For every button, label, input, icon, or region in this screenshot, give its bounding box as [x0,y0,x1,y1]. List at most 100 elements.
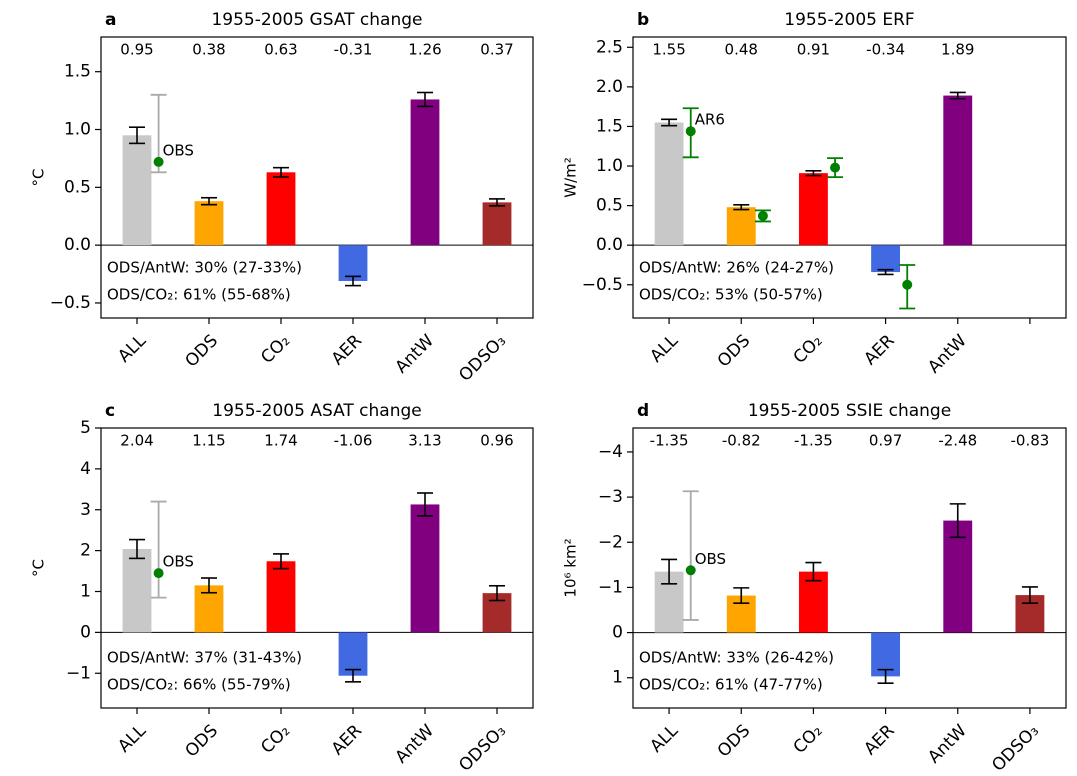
x-tick-label: CO₂ [257,721,294,758]
axes-frame [632,427,1067,709]
bar [410,99,440,246]
bar [482,202,512,246]
annotation: ODS/AntW: 37% (31-43%) [107,649,302,667]
value-label: 0.96 [480,432,513,450]
y-tick-label: 3 [80,500,91,520]
value-label: -2.48 [938,432,977,450]
bar [798,173,828,246]
x-tick-label: ODSO₃ [455,331,510,386]
annotation: ODS/CO₂: 66% (55-79%) [107,676,291,694]
value-label: 1.26 [408,41,441,59]
x-tick-label: ODS [182,331,222,371]
y-tick-label: 0.5 [596,196,623,216]
x-tick-label: AntW [391,331,438,378]
value-label: 1.74 [264,432,297,450]
y-tick-label: 5 [80,418,91,438]
value-label: 0.38 [192,41,225,59]
panel-letter: c [105,401,115,421]
value-label: -0.83 [1011,432,1050,450]
x-tick-label: AER [860,721,898,759]
axes-frame [632,36,1067,319]
chart-title: 1955-2005 ERF [784,10,914,30]
annotation: ODS/AntW: 33% (26-42%) [639,649,834,667]
bar [266,561,296,633]
x-tick-label: ALL [114,331,150,367]
bar [194,201,224,246]
y-tick-label: 1.5 [596,116,623,136]
x-tick-label: AER [328,721,366,759]
y-axis-label: 10⁶ km² [562,538,580,597]
reference-label: OBS [163,553,194,571]
value-label: 1.89 [941,41,974,59]
value-label: 3.13 [408,432,441,450]
bar [726,207,756,246]
y-tick-label: 0.5 [64,177,91,197]
panel-letter: d [637,401,649,421]
bar [122,548,152,633]
x-tick-label: AntW [924,721,971,768]
bar [654,122,684,246]
x-tick-label: AntW [391,721,438,768]
chart-title: 1955-2005 SSIE change [748,401,951,421]
reference-point [685,565,696,576]
y-tick-label: 1.5 [64,62,91,82]
reference-point [757,210,768,221]
x-tick-label: AER [860,331,898,369]
bar [338,632,368,676]
y-tick-label: 4 [80,459,91,479]
value-label: 0.48 [725,41,758,59]
value-label: -1.06 [334,432,373,450]
bar [266,172,296,246]
chart-title: 1955-2005 GSAT change [211,10,422,30]
reference-label: AR6 [695,111,725,129]
value-label: -0.34 [866,41,905,59]
reference-point [153,568,164,579]
value-label: 0.91 [797,41,830,59]
y-axis-label: °C [30,169,48,187]
x-tick-label: ALL [646,331,682,367]
panel-letter: a [105,10,116,30]
value-label: -0.82 [722,432,761,450]
x-tick-label: CO₂ [790,721,827,758]
value-label: 0.95 [120,41,153,59]
axes-frame [100,36,534,319]
annotation: ODS/CO₂: 53% (50-57%) [639,286,823,304]
x-tick-label: AER [328,331,366,369]
reference-point [153,156,164,167]
x-tick-label: CO₂ [257,331,294,368]
y-tick-label: −1 [598,577,623,597]
value-label: 0.37 [480,41,513,59]
annotation: ODS/AntW: 26% (24-27%) [639,259,834,277]
reference-point [685,126,696,137]
reference-point [830,162,841,173]
y-tick-label: 1.0 [64,120,91,140]
reference-label: OBS [695,550,726,568]
y-axis-label: W/m² [562,157,580,198]
reference-point [902,279,913,290]
value-label: 1.55 [652,41,685,59]
bar [338,245,368,281]
y-tick-label: 0.0 [64,235,91,255]
axes-frame [100,427,534,709]
annotation: ODS/CO₂: 61% (55-68%) [107,286,291,304]
bar [122,135,152,246]
y-tick-label: −3 [598,487,623,507]
value-label: 1.15 [192,432,225,450]
y-tick-label: 1 [80,582,91,602]
x-tick-label: ODSO₃ [988,721,1043,776]
value-label: -1.35 [650,432,689,450]
y-tick-label: 2.0 [596,77,623,97]
x-tick-label: ODS [714,721,754,761]
reference-label: OBS [163,141,194,159]
x-tick-label: CO₂ [790,331,827,368]
y-tick-label: −2 [598,532,623,552]
y-tick-label: 0.0 [596,235,623,255]
value-label: 0.63 [264,41,297,59]
bar [410,504,440,633]
y-tick-label: 2.5 [596,37,623,57]
value-label: -1.35 [794,432,833,450]
bar [798,571,828,633]
y-tick-label: 2 [80,541,91,561]
x-tick-label: ODSO₃ [455,721,510,776]
